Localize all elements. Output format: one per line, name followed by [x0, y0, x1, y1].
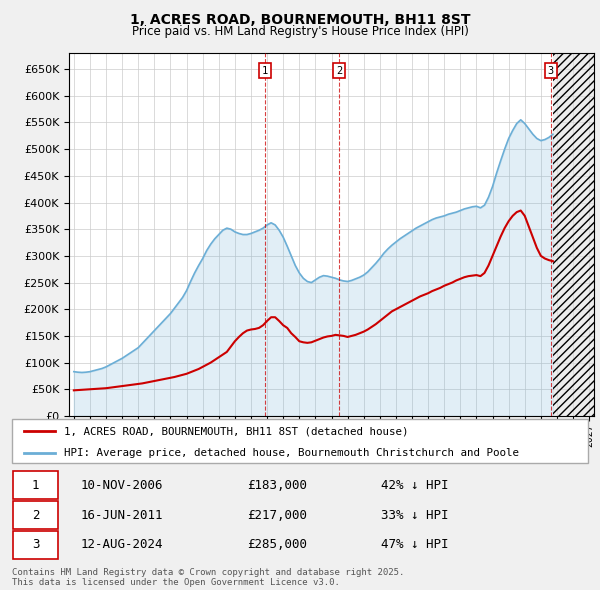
- FancyBboxPatch shape: [13, 531, 58, 559]
- FancyBboxPatch shape: [13, 501, 58, 529]
- Text: 1, ACRES ROAD, BOURNEMOUTH, BH11 8ST (detached house): 1, ACRES ROAD, BOURNEMOUTH, BH11 8ST (de…: [64, 427, 409, 436]
- Text: 3: 3: [32, 539, 40, 552]
- Text: 42% ↓ HPI: 42% ↓ HPI: [382, 478, 449, 491]
- Text: 3: 3: [548, 66, 554, 76]
- FancyBboxPatch shape: [12, 419, 588, 463]
- Text: 1: 1: [32, 478, 40, 491]
- Text: £217,000: £217,000: [247, 509, 307, 522]
- Text: 2: 2: [336, 66, 342, 76]
- Text: 16-JUN-2011: 16-JUN-2011: [80, 509, 163, 522]
- Text: 33% ↓ HPI: 33% ↓ HPI: [382, 509, 449, 522]
- Text: £183,000: £183,000: [247, 478, 307, 491]
- Text: Contains HM Land Registry data © Crown copyright and database right 2025.
This d: Contains HM Land Registry data © Crown c…: [12, 568, 404, 587]
- Text: 10-NOV-2006: 10-NOV-2006: [80, 478, 163, 491]
- Text: 12-AUG-2024: 12-AUG-2024: [80, 539, 163, 552]
- Text: HPI: Average price, detached house, Bournemouth Christchurch and Poole: HPI: Average price, detached house, Bour…: [64, 448, 519, 457]
- Text: 2: 2: [32, 509, 40, 522]
- Text: 47% ↓ HPI: 47% ↓ HPI: [382, 539, 449, 552]
- FancyBboxPatch shape: [13, 471, 58, 499]
- Text: 1, ACRES ROAD, BOURNEMOUTH, BH11 8ST: 1, ACRES ROAD, BOURNEMOUTH, BH11 8ST: [130, 13, 470, 27]
- Text: 1: 1: [262, 66, 268, 76]
- Text: £285,000: £285,000: [247, 539, 307, 552]
- Text: Price paid vs. HM Land Registry's House Price Index (HPI): Price paid vs. HM Land Registry's House …: [131, 25, 469, 38]
- Bar: [553, 53, 600, 416]
